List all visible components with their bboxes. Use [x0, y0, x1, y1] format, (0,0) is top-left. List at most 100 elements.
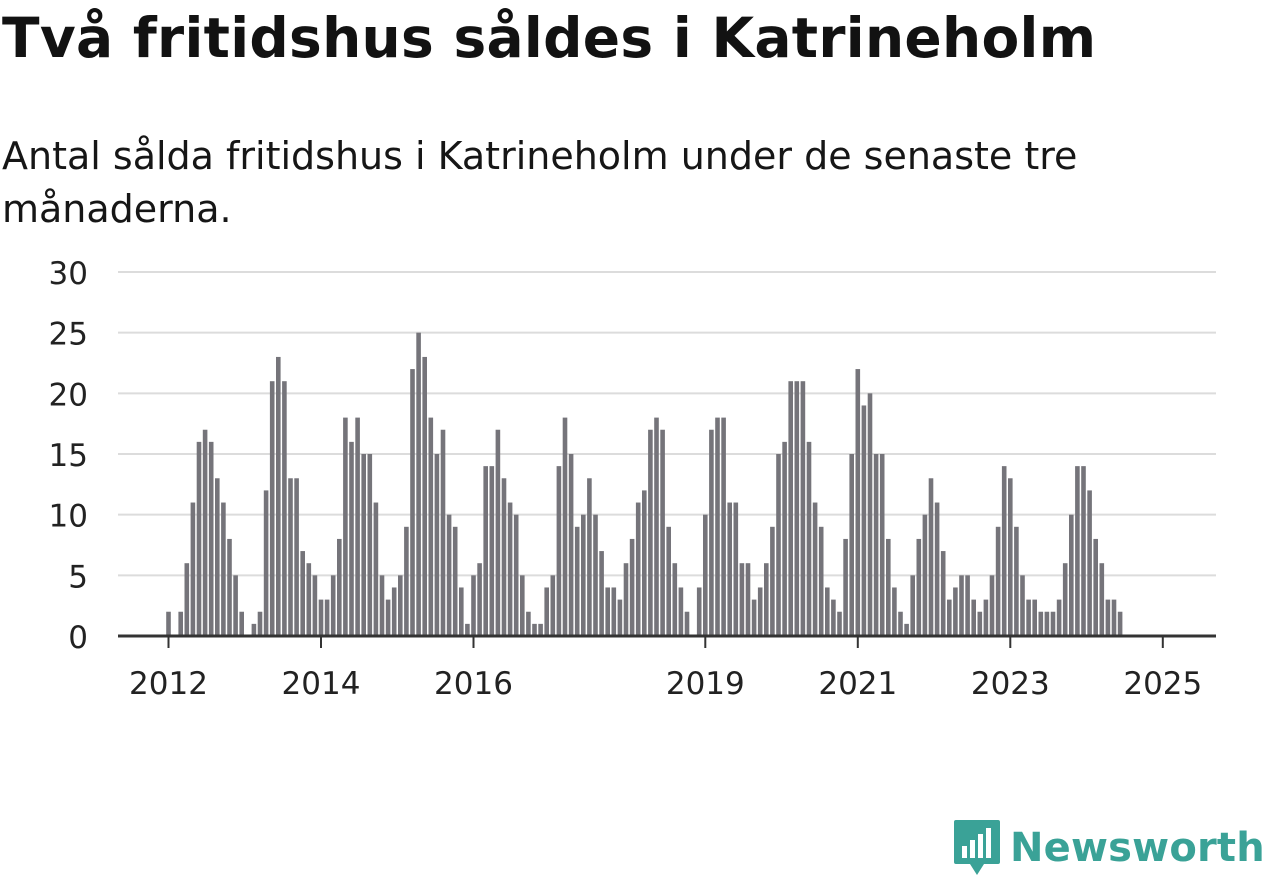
bar	[635, 502, 641, 636]
bar	[1001, 466, 1007, 636]
bar	[178, 611, 183, 636]
bar	[1081, 466, 1086, 636]
bar	[556, 466, 562, 636]
bar	[568, 454, 574, 636]
bar	[1111, 599, 1117, 636]
bar	[349, 441, 354, 636]
bar	[1105, 599, 1111, 636]
bar	[404, 526, 409, 636]
bar	[1117, 611, 1123, 636]
bar	[642, 490, 647, 636]
bar	[965, 575, 970, 636]
bar	[324, 599, 330, 636]
bar	[239, 611, 244, 636]
bar	[367, 454, 373, 636]
bar	[410, 369, 415, 636]
bar	[263, 490, 269, 636]
bar	[221, 502, 226, 636]
chart-subtitle: Antal sålda fritidshus i Katrineholm und…	[2, 134, 1078, 231]
y-tick-label: 30	[49, 256, 88, 292]
bar	[812, 502, 818, 636]
bar	[703, 514, 708, 636]
bar	[971, 599, 976, 636]
bar	[422, 356, 427, 636]
bar	[166, 611, 171, 636]
bar	[215, 478, 220, 636]
x-tick-label: 2016	[434, 666, 513, 702]
y-tick-label: 25	[49, 317, 88, 353]
bar	[526, 611, 531, 636]
bar	[379, 575, 385, 636]
bar	[507, 502, 513, 636]
bar	[910, 575, 915, 636]
bar	[1069, 514, 1074, 636]
bar	[843, 538, 848, 636]
bar	[934, 502, 940, 636]
bar	[1093, 538, 1098, 636]
bar	[629, 538, 635, 636]
bar	[953, 587, 958, 636]
bar	[544, 587, 549, 636]
bar	[428, 417, 434, 636]
x-tick-label: 2012	[129, 666, 208, 702]
bar	[355, 417, 360, 636]
bar	[501, 478, 507, 636]
bar	[922, 514, 928, 636]
bar	[312, 575, 318, 636]
bar	[532, 623, 537, 636]
y-tick-label: 10	[49, 499, 88, 535]
bar	[1056, 599, 1062, 636]
bar	[587, 478, 592, 636]
bar	[276, 356, 281, 636]
bar	[849, 454, 854, 636]
y-tick-label: 5	[68, 559, 88, 595]
bar	[477, 563, 482, 636]
bar	[337, 538, 342, 636]
bar	[898, 611, 903, 636]
bar	[416, 332, 421, 636]
bar	[459, 587, 464, 636]
bar	[873, 454, 879, 636]
bar	[1087, 490, 1092, 636]
bar	[715, 417, 720, 636]
bar	[513, 514, 519, 636]
bar	[605, 587, 610, 636]
bar	[398, 575, 403, 636]
bar	[794, 381, 800, 636]
bar	[184, 563, 190, 636]
bar	[385, 599, 391, 636]
bar	[727, 502, 732, 636]
bar	[879, 454, 885, 636]
bar	[806, 441, 812, 636]
bar	[977, 611, 983, 636]
bar	[1044, 611, 1050, 636]
bar	[831, 599, 836, 636]
bar	[654, 417, 659, 636]
bar	[562, 417, 568, 636]
bar	[916, 538, 922, 636]
bar	[721, 417, 726, 636]
bar	[776, 454, 781, 636]
bar	[1062, 563, 1068, 636]
bar	[294, 478, 299, 636]
bar	[959, 575, 964, 636]
bar	[1008, 478, 1013, 636]
newsworthy-logo-icon	[954, 820, 1000, 875]
bar	[709, 429, 714, 636]
bar	[751, 599, 757, 636]
bar	[757, 587, 763, 636]
bar	[343, 417, 348, 636]
bar	[574, 526, 580, 636]
bar	[825, 587, 830, 636]
bar	[788, 381, 793, 636]
bar	[391, 587, 397, 636]
bar	[837, 611, 842, 636]
x-tick-label: 2021	[818, 666, 897, 702]
bar	[770, 526, 775, 636]
bar	[995, 526, 1001, 636]
bar	[1026, 599, 1031, 636]
bar	[495, 429, 501, 636]
bar	[745, 563, 751, 636]
y-tick-label: 0	[68, 620, 88, 656]
